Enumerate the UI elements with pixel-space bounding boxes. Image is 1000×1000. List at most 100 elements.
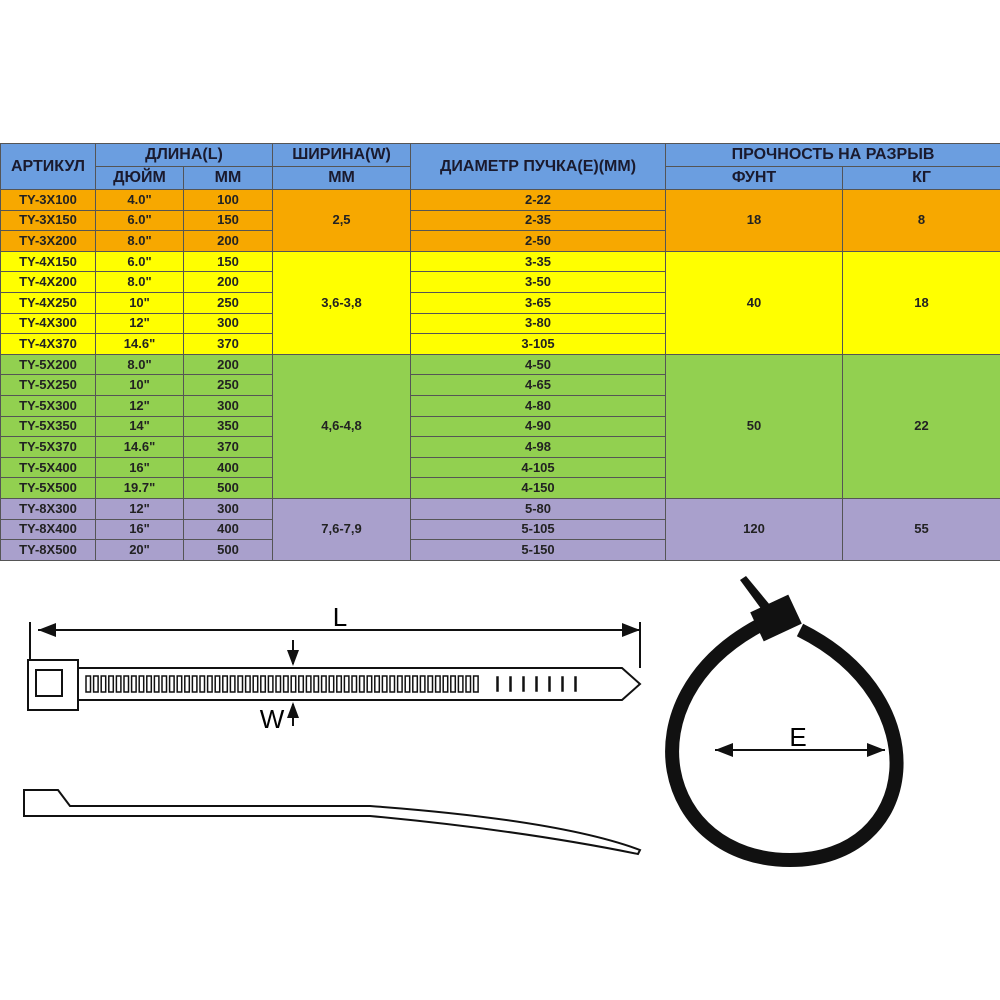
tooth — [574, 676, 577, 692]
tooth — [561, 676, 564, 692]
article: TY-5X370 — [0, 436, 96, 458]
tooth — [298, 675, 305, 693]
table-row: TY-8X400 16" 400 5-105 — [0, 518, 1000, 541]
tooth — [244, 675, 251, 693]
tooth — [472, 675, 479, 693]
tie-loop — [665, 618, 904, 868]
header-mm: ММ — [182, 166, 274, 190]
dimension-ext — [29, 622, 641, 668]
inch: 10" — [95, 374, 184, 396]
diameter: 4-98 — [410, 436, 667, 458]
tooth — [381, 675, 388, 693]
diameter: 2-22 — [410, 189, 667, 211]
tooth — [115, 675, 122, 693]
lb: 40 — [665, 250, 844, 355]
tooth — [336, 675, 343, 693]
tooth — [427, 675, 434, 693]
table-row: TY-5X350 14" 350 4-90 — [0, 415, 1000, 438]
tooth — [168, 675, 175, 693]
kg: 18 — [842, 250, 1000, 355]
tooth — [191, 675, 198, 693]
article: TY-5X500 — [0, 477, 96, 499]
tooth — [548, 676, 551, 692]
tooth — [92, 675, 99, 693]
mm: 300 — [182, 312, 274, 335]
tooth — [161, 675, 168, 693]
tooth — [305, 675, 312, 693]
tooth — [290, 675, 297, 693]
tooth — [328, 675, 335, 693]
inch: 6.0" — [95, 209, 184, 232]
tooth — [522, 676, 525, 692]
article: TY-5X400 — [0, 456, 96, 479]
tie-strap — [78, 667, 642, 701]
mm: 250 — [182, 291, 274, 314]
tooth — [412, 675, 419, 693]
header-article: АРТИКУЛ — [0, 143, 96, 190]
mm: 500 — [182, 539, 274, 561]
inch: 14" — [95, 415, 184, 438]
tooth — [184, 675, 191, 693]
mm: 400 — [182, 456, 274, 479]
table-row: TY-4X300 12" 300 3-80 — [0, 312, 1000, 335]
kg: 8 — [842, 189, 1000, 252]
article: TY-8X400 — [0, 518, 96, 541]
table-row: TY-4X150 6.0" 150 3,6-3,8 3-35 40 18 — [0, 250, 1000, 355]
tooth — [176, 675, 183, 693]
tooth — [535, 676, 538, 692]
tooth — [434, 675, 441, 693]
article: TY-5X200 — [0, 353, 96, 376]
tooth — [222, 675, 229, 693]
mm: 150 — [182, 209, 274, 232]
table-row: TY-5X370 14.6" 370 4-98 — [0, 436, 1000, 458]
inch: 12" — [95, 394, 184, 417]
article: TY-3X100 — [0, 189, 96, 211]
mm: 300 — [182, 394, 274, 417]
tooth — [206, 675, 213, 693]
spec-table: АРТИКУЛ ДЛИНА(L) ШИРИНА(W) ДИАМЕТР ПУЧКА… — [0, 143, 1000, 561]
tooth — [457, 675, 464, 693]
table-row: TY-8X500 20" 500 5-150 — [0, 539, 1000, 561]
kg: 55 — [842, 497, 1000, 561]
tooth — [343, 675, 350, 693]
diameter: 4-150 — [410, 477, 667, 499]
tooth — [358, 675, 365, 693]
width: 4,6-4,8 — [272, 353, 412, 499]
tooth — [199, 675, 206, 693]
tooth — [130, 675, 137, 693]
tooth — [108, 675, 115, 693]
table-row: TY-8X300 12" 300 7,6-7,9 5-80 120 55 — [0, 497, 1000, 561]
article: TY-5X300 — [0, 394, 96, 417]
inch: 12" — [95, 497, 184, 520]
article: TY-8X300 — [0, 497, 96, 520]
tooth — [366, 675, 373, 693]
label-e: E — [789, 722, 806, 752]
inch: 19.7" — [95, 477, 184, 499]
mm: 100 — [182, 189, 274, 211]
article: TY-4X300 — [0, 312, 96, 335]
diameter: 3-50 — [410, 271, 667, 293]
mm: 150 — [182, 250, 274, 273]
tooth — [214, 675, 221, 693]
table-row: TY-3X100 4.0" 100 2,5 2-22 18 8 — [0, 189, 1000, 252]
tooth — [442, 675, 449, 693]
table-row: TY-4X370 14.6" 370 3-105 — [0, 333, 1000, 355]
table-row: TY-5X300 12" 300 4-80 — [0, 394, 1000, 417]
header-kg: КГ — [842, 166, 1000, 190]
tooth — [496, 676, 499, 692]
tooth — [229, 675, 236, 693]
diameter: 2-50 — [410, 230, 667, 252]
diameter: 3-35 — [410, 250, 667, 273]
header-width: ШИРИНА(W) — [272, 143, 412, 167]
tooth — [374, 675, 381, 693]
tooth — [146, 675, 153, 693]
tooth — [260, 675, 267, 693]
tie-head-slot — [35, 669, 63, 697]
inch: 16" — [95, 456, 184, 479]
tooth — [85, 675, 92, 693]
mm: 200 — [182, 271, 274, 293]
inch: 16" — [95, 518, 184, 541]
label-l: L — [333, 602, 347, 632]
